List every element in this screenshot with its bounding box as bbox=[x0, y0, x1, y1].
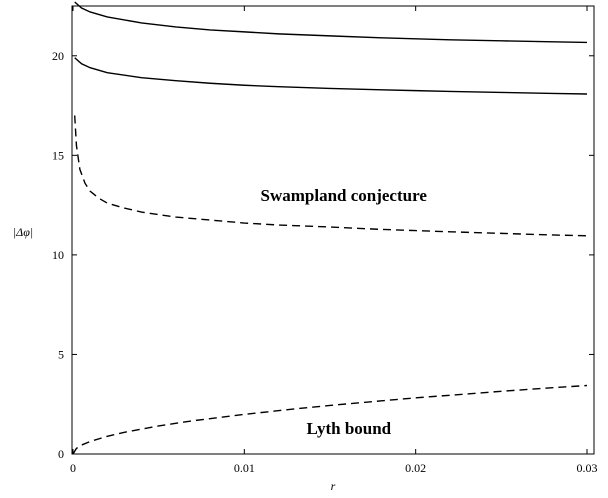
series-line-3 bbox=[74, 115, 588, 237]
series-line-4 bbox=[72, 384, 588, 455]
y-axis-label: |Δφ| bbox=[13, 225, 33, 239]
x-tick-label: 0 bbox=[70, 461, 76, 475]
y-tick-label: 10 bbox=[52, 248, 64, 262]
x-axis-label: r bbox=[331, 479, 336, 493]
series-line-1 bbox=[74, 1, 588, 44]
y-axis: 0 5 10 15 20 bbox=[52, 49, 594, 461]
series-line-2 bbox=[74, 57, 588, 95]
y-tick-label: 5 bbox=[58, 347, 64, 361]
y-tick-label: 0 bbox=[58, 447, 64, 461]
annotations: Swampland conjecture Lyth bound bbox=[261, 186, 428, 438]
y-tick-label: 15 bbox=[52, 148, 64, 162]
plot-frame bbox=[71, 5, 595, 455]
x-tick-label: 0.01 bbox=[234, 461, 255, 475]
y-tick-label: 20 bbox=[52, 49, 64, 63]
annotation-label: Lyth bound bbox=[307, 419, 392, 438]
x-axis: 0 0.01 0.02 0.03 bbox=[70, 6, 598, 475]
x-tick-label: 0.03 bbox=[577, 461, 598, 475]
annotation-label: Swampland conjecture bbox=[261, 186, 428, 205]
x-tick-label: 0.02 bbox=[405, 461, 426, 475]
data-lines bbox=[72, 1, 588, 455]
